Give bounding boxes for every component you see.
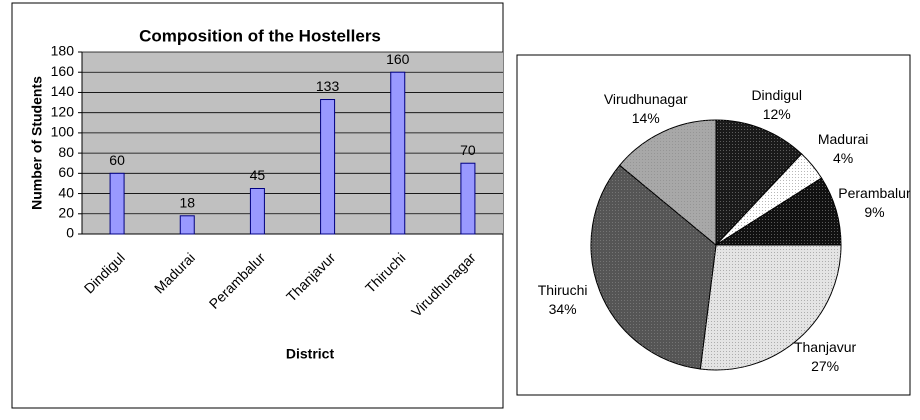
slice-texture: [716, 153, 822, 245]
slice-category: Perambalur: [838, 185, 911, 201]
value-label: 60: [109, 152, 125, 168]
slice-category: Virudhunagar: [604, 91, 688, 107]
slice-category: Dindigul: [751, 87, 802, 103]
y-tick-label: 0: [66, 225, 74, 241]
x-axis-title: District: [286, 346, 335, 362]
y-tick-label: 40: [58, 184, 74, 200]
slice-texture: [716, 178, 841, 245]
y-tick-label: 160: [51, 63, 75, 79]
chart-title: Composition of the Hostellers: [139, 26, 381, 45]
slice-label: 4%: [833, 150, 853, 166]
slice-texture: [619, 120, 716, 245]
bar: [109, 172, 125, 235]
bar: [249, 188, 265, 235]
y-tick-label: 80: [58, 144, 74, 160]
bar: [179, 215, 195, 235]
plot-area: [82, 52, 503, 234]
slice-texture: [591, 165, 716, 370]
bar: [390, 71, 406, 235]
y-tick-label: 60: [58, 164, 74, 180]
slice-texture: [700, 245, 841, 370]
y-tick-label: 120: [51, 103, 75, 119]
value-label: 70: [460, 142, 476, 158]
value-label: 160: [386, 51, 410, 67]
y-axis-title: Number of Students: [29, 76, 45, 210]
slice-label: 12%: [763, 106, 791, 122]
slice-label: 9%: [864, 204, 884, 220]
value-label: 133: [316, 78, 340, 94]
slice-label: 14%: [632, 110, 660, 126]
slice-category: Madurai: [818, 131, 869, 147]
y-tick-label: 100: [51, 124, 75, 140]
bar: [460, 162, 476, 235]
value-label: 45: [250, 167, 266, 183]
y-tick-label: 180: [51, 43, 75, 59]
y-tick-label: 20: [58, 204, 74, 220]
slice-label: 27%: [811, 358, 839, 374]
slice-texture: [716, 120, 802, 245]
slice-category: Thanjavur: [794, 339, 857, 355]
slice-label: 34%: [549, 301, 577, 317]
y-tick-label: 140: [51, 83, 75, 99]
bar: [320, 99, 336, 235]
value-label: 18: [179, 195, 195, 211]
slice-category: Thiruchi: [538, 282, 588, 298]
